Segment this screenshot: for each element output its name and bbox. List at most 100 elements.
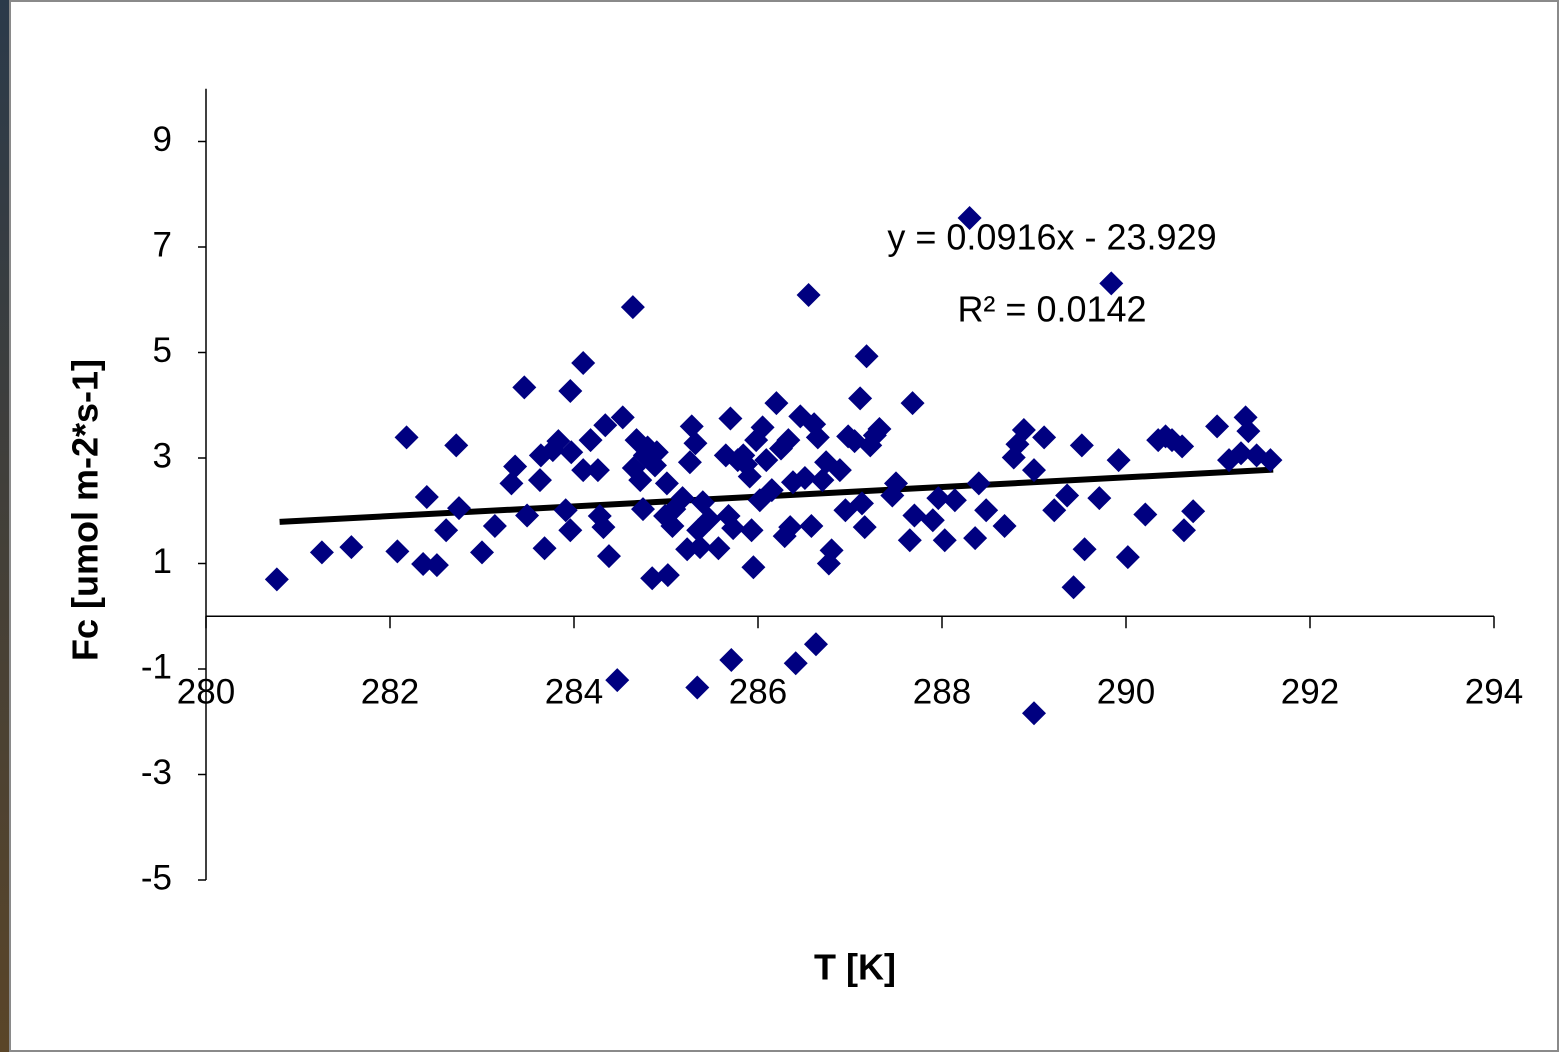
point — [942, 488, 967, 513]
point — [992, 514, 1017, 539]
point — [849, 491, 874, 516]
point — [803, 632, 828, 657]
point — [447, 496, 471, 521]
point — [394, 425, 419, 450]
point — [900, 391, 925, 416]
x-tick-label: 290 — [1097, 673, 1155, 712]
point — [527, 468, 552, 493]
point — [854, 344, 879, 369]
point — [631, 497, 655, 522]
point — [1099, 271, 1124, 296]
point — [558, 379, 583, 404]
point — [799, 514, 824, 539]
point — [764, 391, 789, 416]
point — [414, 485, 439, 510]
point — [688, 535, 713, 560]
y-tick-label: 5 — [153, 331, 172, 370]
point — [434, 518, 459, 543]
point — [591, 515, 616, 540]
point — [596, 544, 621, 569]
x-tick-label: 288 — [913, 673, 971, 712]
point — [532, 536, 557, 561]
point — [1236, 419, 1261, 444]
point — [848, 386, 873, 411]
point — [867, 416, 892, 441]
x-tick-label: 294 — [1465, 673, 1523, 712]
point — [966, 471, 991, 496]
point — [593, 413, 618, 438]
point — [444, 433, 469, 458]
point — [654, 471, 679, 496]
point — [1072, 537, 1097, 562]
point — [660, 514, 685, 539]
point — [1061, 575, 1086, 600]
point — [741, 555, 766, 580]
point — [677, 450, 702, 475]
point — [926, 486, 951, 511]
point — [411, 552, 436, 577]
point — [482, 514, 507, 539]
point — [571, 458, 596, 483]
point — [792, 466, 817, 491]
point — [571, 351, 596, 376]
point — [827, 458, 852, 483]
point — [902, 503, 927, 528]
point — [957, 205, 982, 230]
point — [503, 454, 528, 479]
point — [974, 498, 999, 523]
point — [309, 540, 334, 565]
point — [1042, 498, 1067, 523]
point — [605, 668, 630, 693]
point — [697, 507, 722, 532]
point — [339, 535, 364, 560]
point — [1181, 499, 1206, 524]
point — [721, 516, 746, 541]
point — [963, 526, 988, 551]
point — [515, 503, 540, 528]
point — [852, 515, 877, 540]
x-axis-label: T [K] — [814, 947, 896, 988]
point — [1055, 483, 1080, 508]
point — [559, 440, 584, 465]
point — [1171, 518, 1196, 543]
point — [1133, 502, 1158, 527]
point — [759, 478, 784, 503]
x-tick-label: 292 — [1281, 673, 1339, 712]
x-tick-label: 284 — [545, 673, 603, 712]
trendline-equation: y = 0.0916x - 23.929 — [887, 217, 1216, 258]
point — [644, 440, 669, 465]
point — [640, 566, 665, 591]
point — [796, 283, 821, 308]
point — [810, 468, 835, 493]
point — [499, 471, 524, 496]
point — [783, 651, 808, 676]
y-tick-label: 9 — [153, 120, 172, 159]
point — [1258, 448, 1283, 473]
point — [553, 498, 578, 523]
point — [683, 431, 708, 456]
point — [1205, 414, 1230, 439]
point — [1106, 448, 1131, 473]
y-tick-label: 7 — [153, 225, 172, 264]
point — [470, 540, 494, 565]
y-tick-label: -3 — [141, 753, 172, 792]
point — [778, 515, 803, 540]
point — [620, 295, 645, 320]
point — [670, 486, 695, 511]
point — [776, 428, 801, 453]
point — [1011, 418, 1036, 443]
point — [805, 425, 830, 450]
point — [685, 675, 710, 700]
point — [819, 538, 844, 563]
point — [1032, 425, 1057, 450]
point — [424, 553, 449, 578]
y-tick-label: -5 — [141, 858, 172, 897]
point — [610, 405, 635, 430]
point — [628, 468, 653, 493]
point — [1087, 486, 1112, 511]
point — [897, 528, 922, 553]
point — [719, 648, 744, 673]
point — [655, 563, 680, 588]
point — [558, 518, 583, 543]
point — [1229, 441, 1253, 466]
